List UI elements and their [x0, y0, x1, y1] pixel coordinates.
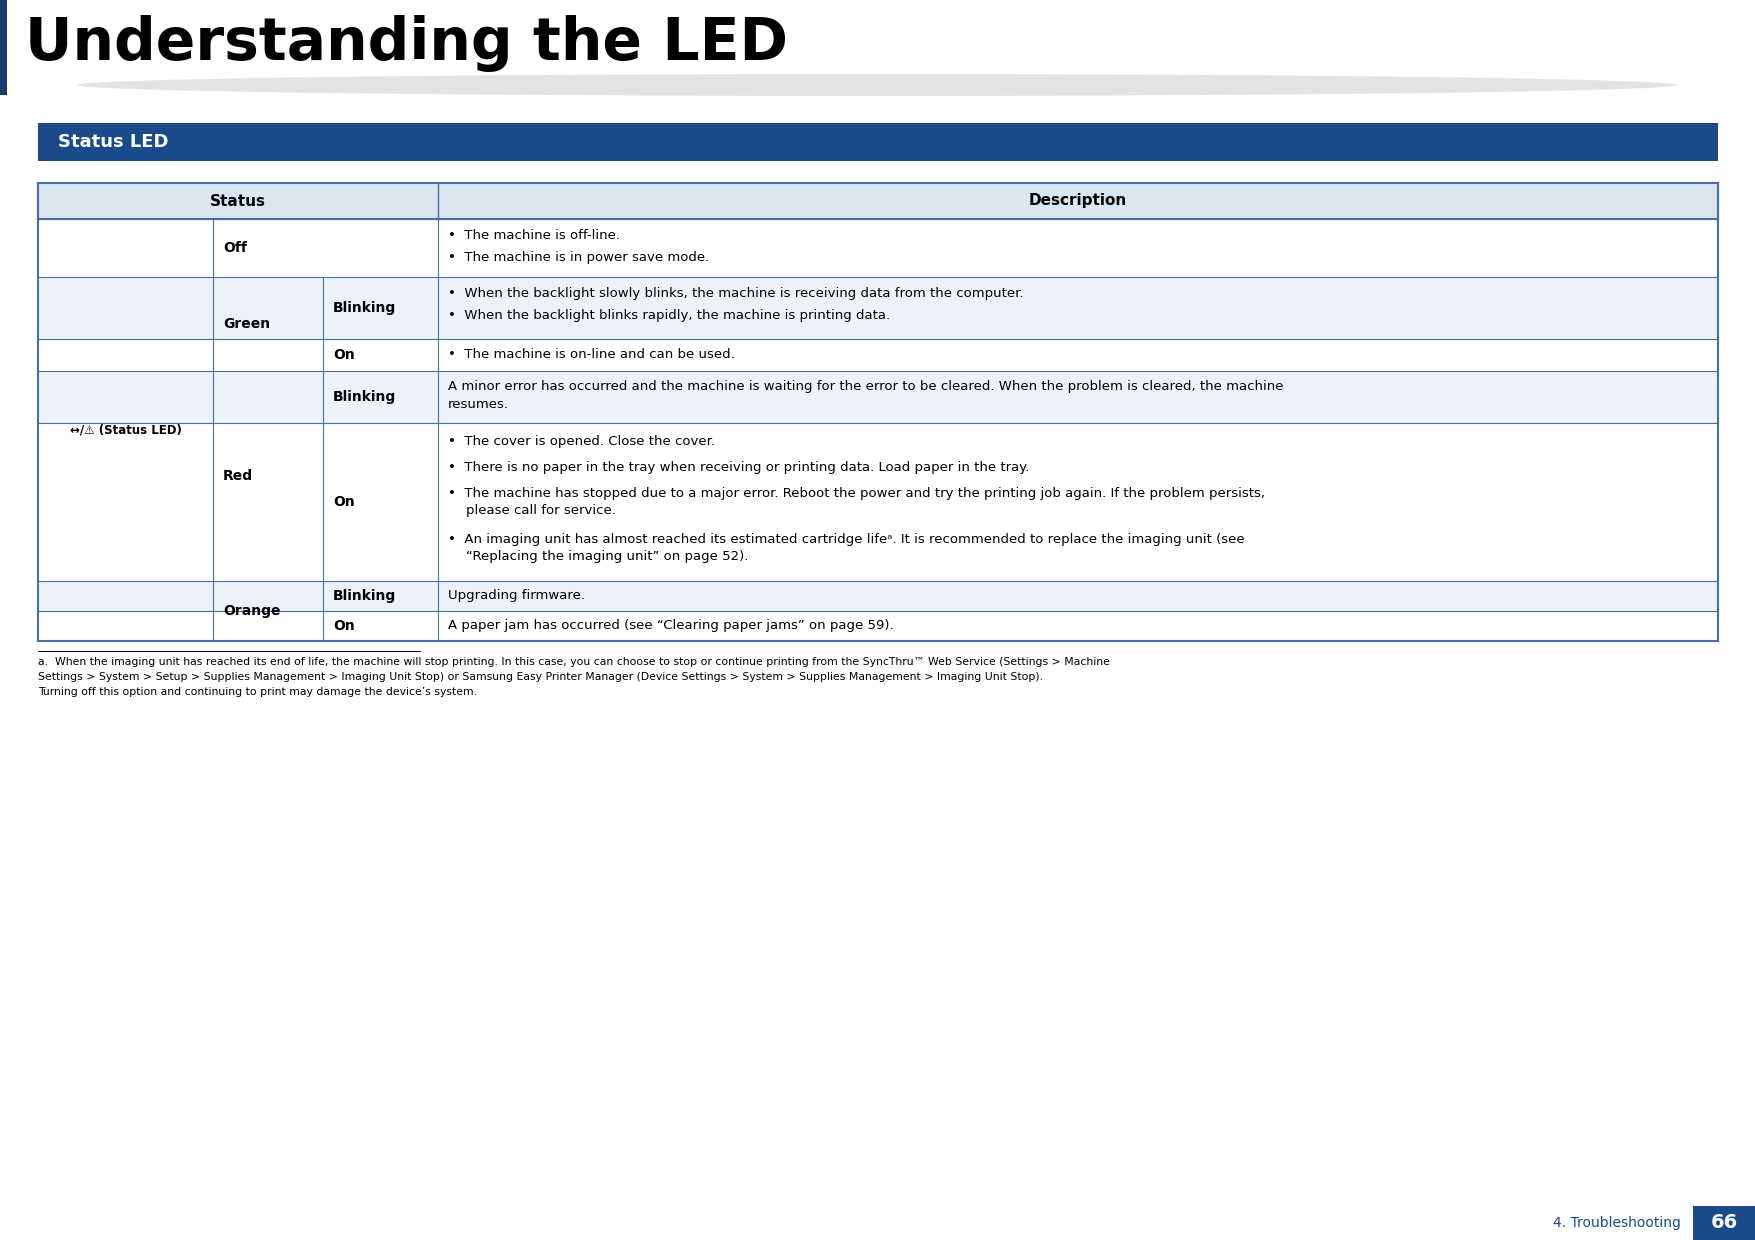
Text: Orange: Orange	[223, 604, 281, 618]
Bar	[39, 123, 1718, 161]
Text: •  The machine is in power save mode.: • The machine is in power save mode.	[448, 250, 709, 264]
Bar	[39, 219, 1718, 277]
Bar	[1694, 1207, 1755, 1240]
Text: •  The cover is opened. Close the cover.: • The cover is opened. Close the cover.	[448, 435, 714, 448]
Text: ↔/⚠ (Status LED): ↔/⚠ (Status LED)	[70, 424, 181, 436]
Bar	[39, 277, 1718, 339]
Text: Blinking: Blinking	[333, 589, 397, 603]
Text: Status LED: Status LED	[58, 133, 168, 151]
Text: please call for service.: please call for service.	[467, 503, 616, 517]
Text: Blinking: Blinking	[333, 301, 397, 315]
Text: Red: Red	[223, 469, 253, 484]
Text: On: On	[333, 619, 355, 632]
Text: •  An imaging unit has almost reached its estimated cartridge lifeᵃ. It is recom: • An imaging unit has almost reached its…	[448, 533, 1244, 546]
Bar	[0, 0, 1755, 95]
Bar	[39, 184, 1718, 219]
Text: On: On	[333, 348, 355, 362]
Text: 4. Troubleshooting: 4. Troubleshooting	[1553, 1216, 1681, 1230]
Bar	[39, 611, 1718, 641]
Text: •  The machine has stopped due to a major error. Reboot the power and try the pr: • The machine has stopped due to a major…	[448, 487, 1265, 500]
Text: Green: Green	[223, 317, 270, 331]
Text: a.  When the imaging unit has reached its end of life, the machine will stop pri: a. When the imaging unit has reached its…	[39, 657, 1109, 667]
Bar	[39, 582, 1718, 611]
Text: A minor error has occurred and the machine is waiting for the error to be cleare: A minor error has occurred and the machi…	[448, 379, 1283, 393]
Text: Off: Off	[223, 241, 247, 255]
Text: Understanding the LED: Understanding the LED	[25, 15, 788, 72]
Text: resumes.: resumes.	[448, 398, 509, 410]
Bar	[39, 339, 1718, 371]
Text: A paper jam has occurred (see “Clearing paper jams” on page 59).: A paper jam has occurred (see “Clearing …	[448, 620, 893, 632]
Text: Description: Description	[1028, 193, 1127, 208]
Text: Blinking: Blinking	[333, 391, 397, 404]
Text: Turning off this option and continuing to print may damage the device’s system.: Turning off this option and continuing t…	[39, 687, 477, 697]
Text: •  The machine is off-line.: • The machine is off-line.	[448, 229, 620, 242]
Ellipse shape	[77, 74, 1678, 95]
Text: •  When the backlight blinks rapidly, the machine is printing data.: • When the backlight blinks rapidly, the…	[448, 309, 890, 322]
Text: Status: Status	[211, 193, 267, 208]
Bar	[0, 0, 7, 95]
Text: •  The machine is on-line and can be used.: • The machine is on-line and can be used…	[448, 348, 735, 362]
Text: Upgrading firmware.: Upgrading firmware.	[448, 589, 584, 603]
Text: 66: 66	[1711, 1214, 1737, 1233]
Bar	[39, 371, 1718, 423]
Text: On: On	[333, 495, 355, 508]
Bar	[39, 423, 1718, 582]
Text: Settings > System > Setup > Supplies Management > Imaging Unit Stop) or Samsung : Settings > System > Setup > Supplies Man…	[39, 672, 1042, 682]
Text: •  When the backlight slowly blinks, the machine is receiving data from the comp: • When the backlight slowly blinks, the …	[448, 286, 1023, 300]
Text: “Replacing the imaging unit” on page 52).: “Replacing the imaging unit” on page 52)…	[467, 551, 748, 563]
Text: •  There is no paper in the tray when receiving or printing data. Load paper in : • There is no paper in the tray when rec…	[448, 461, 1030, 474]
